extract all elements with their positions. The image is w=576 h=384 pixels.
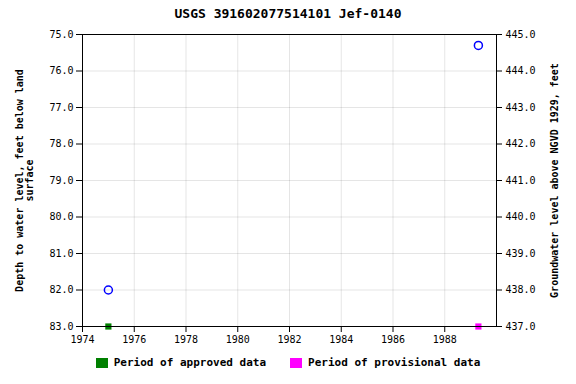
html-text:Period of provisional data: Period of provisional data xyxy=(308,356,481,369)
svg-text:1988: 1988 xyxy=(433,334,457,345)
svg-text:82.0: 82.0 xyxy=(49,284,73,295)
html-text:Period of approved data: Period of approved data xyxy=(113,356,267,369)
svg-text:439.0: 439.0 xyxy=(506,248,536,259)
html-text:USGS 391602077514101 Jef-0140: USGS 391602077514101 Jef-0140 xyxy=(174,6,402,21)
svg-text:78.0: 78.0 xyxy=(49,138,73,149)
svg-text:Groundwater level above NGVD 1: Groundwater level above NGVD 1929, feet xyxy=(549,63,560,298)
svg-text:79.0: 79.0 xyxy=(49,175,73,186)
svg-text:81.0: 81.0 xyxy=(49,248,73,259)
svg-text:80.0: 80.0 xyxy=(49,211,73,222)
svg-text:1980: 1980 xyxy=(226,334,250,345)
svg-text:75.0: 75.0 xyxy=(49,29,73,40)
svg-text:443.0: 443.0 xyxy=(506,102,536,113)
svg-text:440.0: 440.0 xyxy=(506,211,536,222)
svg-text:445.0: 445.0 xyxy=(506,29,536,40)
svg-text:1982: 1982 xyxy=(277,334,301,345)
svg-text:Depth to water level, feet bel: Depth to water level, feet below landsur… xyxy=(14,69,35,292)
svg-text:1976: 1976 xyxy=(122,334,146,345)
svg-text:1986: 1986 xyxy=(381,334,405,345)
svg-text:1984: 1984 xyxy=(329,334,353,345)
svg-text:437.0: 437.0 xyxy=(506,321,536,332)
svg-text:441.0: 441.0 xyxy=(506,175,536,186)
svg-text:444.0: 444.0 xyxy=(506,65,536,76)
svg-text:438.0: 438.0 xyxy=(506,284,536,295)
svg-text:442.0: 442.0 xyxy=(506,138,536,149)
svg-text:83.0: 83.0 xyxy=(49,321,73,332)
svg-text:76.0: 76.0 xyxy=(49,65,73,76)
svg-text:1974: 1974 xyxy=(70,334,94,345)
svg-text:1978: 1978 xyxy=(174,334,198,345)
svg-text:77.0: 77.0 xyxy=(49,102,73,113)
